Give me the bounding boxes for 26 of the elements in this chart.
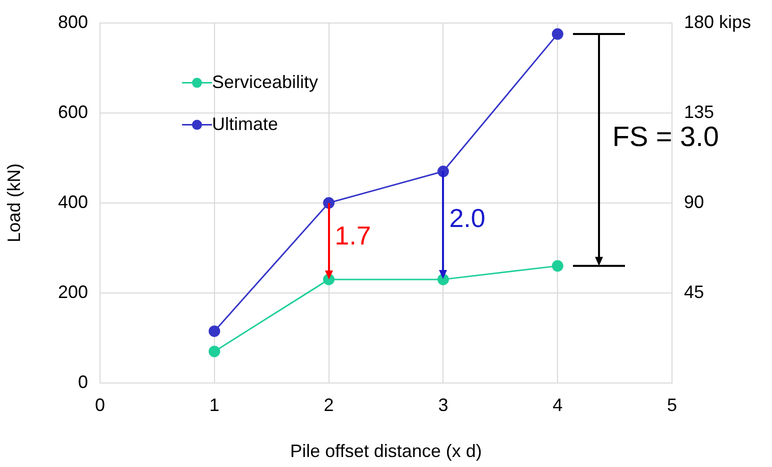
y2-tick-label: 180 kips [684, 12, 752, 32]
y-axis-title: Load (kN) [4, 163, 24, 242]
y-tick-label: 800 [58, 12, 88, 32]
x-tick-label: 4 [552, 394, 563, 415]
x-tick-label: 3 [438, 394, 448, 415]
y2-tick-label: 135 [684, 102, 714, 122]
x-tick-label: 0 [94, 394, 106, 415]
annotation: 1.7 [334, 220, 371, 251]
legend-label: Ultimate [212, 114, 278, 134]
legend-label: Serviceability [212, 72, 318, 92]
y2-tick-label: 90 [684, 192, 704, 212]
y-tick-label: 600 [58, 102, 88, 122]
x-axis-title: Pile offset distance (x d) [290, 441, 482, 462]
x-tick-label: 5 [666, 394, 678, 415]
x-tick-label: 2 [324, 394, 334, 415]
point [552, 260, 564, 272]
point [208, 346, 220, 358]
y2-tick-label: 45 [684, 282, 704, 302]
point [552, 28, 564, 40]
annotation: 2.0 [449, 203, 486, 234]
point [208, 325, 220, 337]
y-tick-label: 0 [78, 372, 88, 392]
annotation: FS = 3.0 [612, 121, 719, 152]
y-tick-label: 400 [58, 192, 88, 212]
x-tick-label: 1 [209, 394, 220, 415]
y-tick-label: 200 [58, 282, 88, 302]
